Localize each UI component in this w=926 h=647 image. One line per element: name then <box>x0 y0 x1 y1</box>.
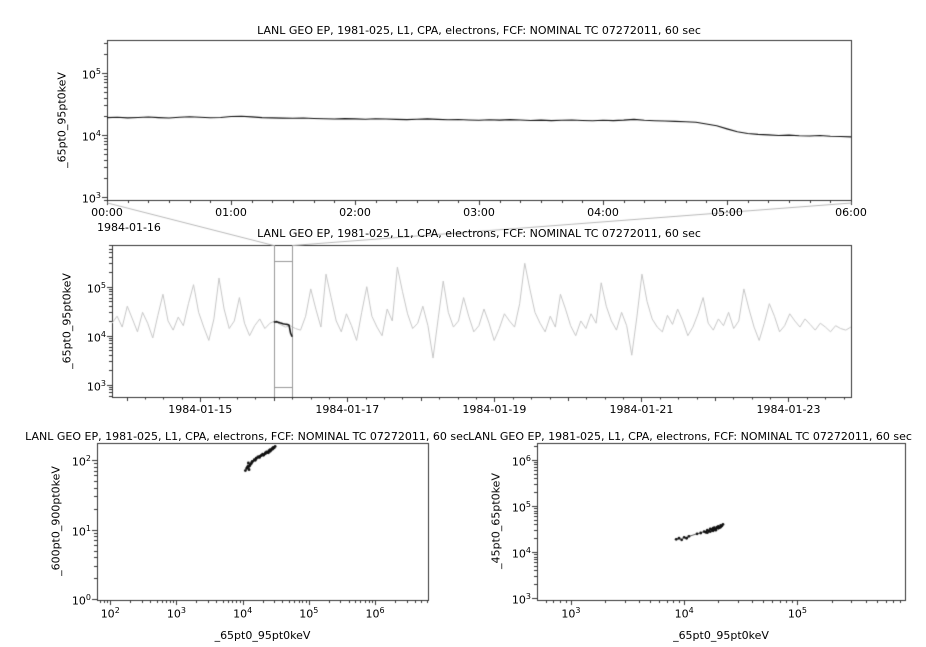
tick-label: 00:00 <box>91 206 123 219</box>
scatter-left-ylabel: _600pt0_900pt0keV <box>49 466 63 576</box>
tick-label: 1984-01-15 <box>168 403 233 416</box>
panel-top-title: LANL GEO EP, 1981-025, L1, CPA, electron… <box>257 24 701 37</box>
tick-label: 03:00 <box>463 206 495 219</box>
tick-label: 105 <box>299 606 319 621</box>
scatter-left-xlabel: _65pt0_95pt0keV <box>214 629 311 642</box>
tick-label: 101 <box>71 523 91 539</box>
panel-top-date-label: 1984-01-16 <box>97 221 161 234</box>
tick-label: 103 <box>86 378 106 394</box>
tick-label: 104 <box>233 606 253 621</box>
tick-label: 02:00 <box>339 206 371 219</box>
tick-label: 1984-01-19 <box>462 403 527 416</box>
tick-label: 104 <box>511 545 531 561</box>
tick-label: 102 <box>71 453 91 469</box>
tick-label: 1984-01-23 <box>756 403 821 416</box>
tick-label: 105 <box>81 66 101 82</box>
tick-label: 04:00 <box>587 206 619 219</box>
tick-label: 06:00 <box>835 206 867 219</box>
tick-label: 1984-01-17 <box>315 403 380 416</box>
panel-scatter-right-title: LANL GEO EP, 1981-025, L1, CPA, electron… <box>468 430 912 443</box>
tick-label: 103 <box>166 606 186 621</box>
tick-label: 100 <box>71 592 91 608</box>
tick-label: 102 <box>100 606 120 621</box>
tick-label: 103 <box>81 190 101 206</box>
tick-label: 103 <box>561 606 581 621</box>
scatter-right-xlabel: _65pt0_95pt0keV <box>673 629 769 642</box>
tick-label: 103 <box>511 591 531 607</box>
panel-top-ylabel: _65pt0_95pt0keV <box>55 72 69 168</box>
tick-label: 105 <box>787 606 807 621</box>
tick-label: 104 <box>86 329 106 345</box>
tick-label: 104 <box>674 606 694 621</box>
panel-scatter-left-title: LANL GEO EP, 1981-025, L1, CPA, electron… <box>25 430 469 443</box>
tick-label: 05:00 <box>711 206 743 219</box>
tick-label: 104 <box>81 128 101 144</box>
tick-label: 105 <box>86 280 106 296</box>
panel-overview-title: LANL GEO EP, 1981-025, L1, CPA, electron… <box>257 227 701 240</box>
tick-label: 106 <box>511 453 531 469</box>
tick-label: 01:00 <box>215 206 247 219</box>
tick-label: 105 <box>511 499 531 515</box>
tick-label: 106 <box>365 606 385 621</box>
tick-label: 1984-01-21 <box>609 403 674 416</box>
